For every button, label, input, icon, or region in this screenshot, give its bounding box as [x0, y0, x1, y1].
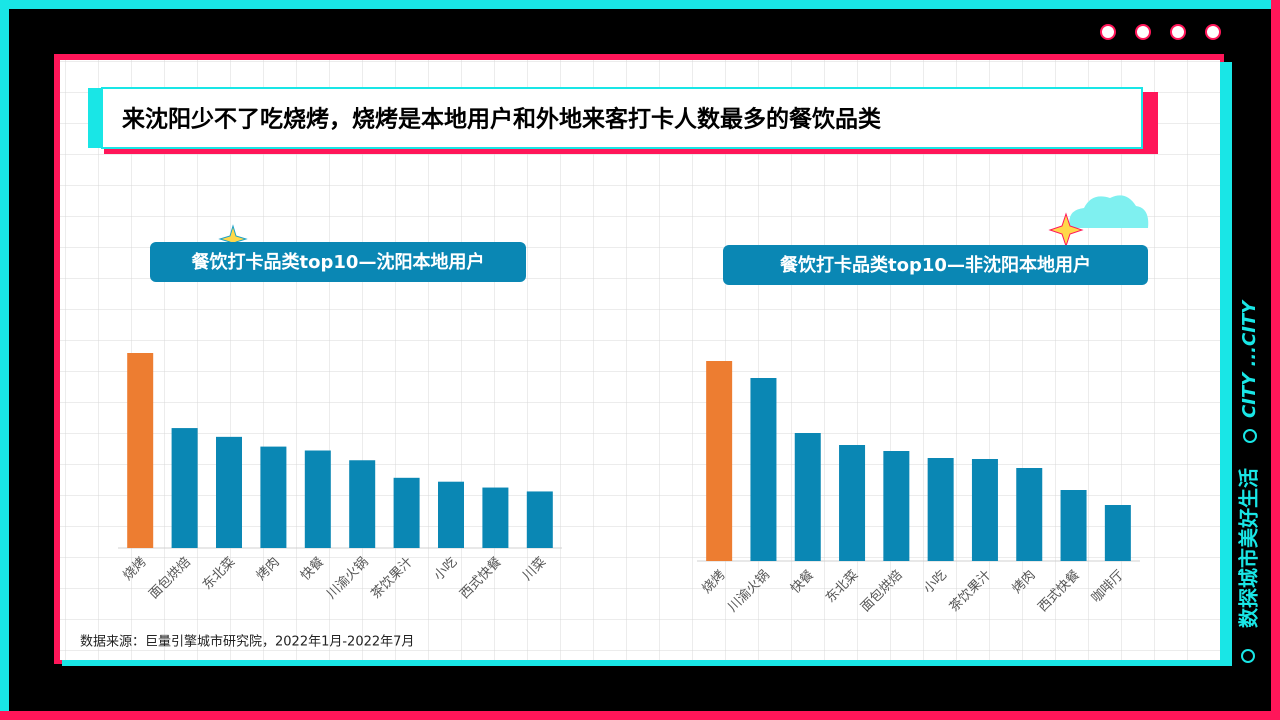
side-text: 数探城市美好生活 CITY ...CITY: [1237, 299, 1261, 628]
bar: [706, 361, 733, 561]
bar: [1060, 490, 1087, 561]
bar: [883, 451, 910, 561]
frame-top: [0, 0, 1280, 9]
source: 数据来源：巨量引擎城市研究院，2022年1月-2022年7月: [80, 634, 414, 650]
cloud: [1069, 195, 1149, 228]
bar: [526, 491, 553, 548]
bar: [260, 446, 287, 548]
side-icon: [1241, 649, 1255, 663]
chart-title: 餐饮打卡品类top10—非沈阳本地用户: [779, 254, 1091, 276]
bar: [393, 477, 420, 548]
title-box: [101, 87, 1143, 149]
bar: [171, 428, 198, 548]
bar: [304, 450, 331, 548]
dots: [1100, 24, 1221, 40]
search-icon: [1243, 429, 1257, 443]
chart-title-pill: [723, 245, 1148, 285]
side-tag: CITY ...CITY: [1239, 299, 1260, 418]
chart-title: 餐饮打卡品类top10—沈阳本地用户: [191, 251, 485, 273]
bar: [839, 445, 866, 561]
bar: [216, 436, 242, 548]
bar: [794, 433, 821, 561]
frame-left: [0, 0, 9, 720]
frame-bottom: [0, 711, 1280, 720]
frame-right: [1271, 0, 1280, 720]
bar: [127, 353, 154, 548]
bar: [927, 458, 954, 561]
bar: [1104, 505, 1131, 561]
bar: [349, 460, 376, 548]
side-main: 数探城市美好生活: [1237, 468, 1261, 628]
chart-title-pill: [150, 242, 526, 282]
bar: [482, 487, 509, 548]
slide-title: 来沈阳少不了吃烧烤，烧烤是本地用户和外地来客打卡人数最多的餐饮品类: [122, 106, 881, 133]
bar: [971, 459, 998, 561]
bar: [438, 481, 464, 548]
bar: [1016, 468, 1043, 561]
bar: [750, 378, 777, 561]
